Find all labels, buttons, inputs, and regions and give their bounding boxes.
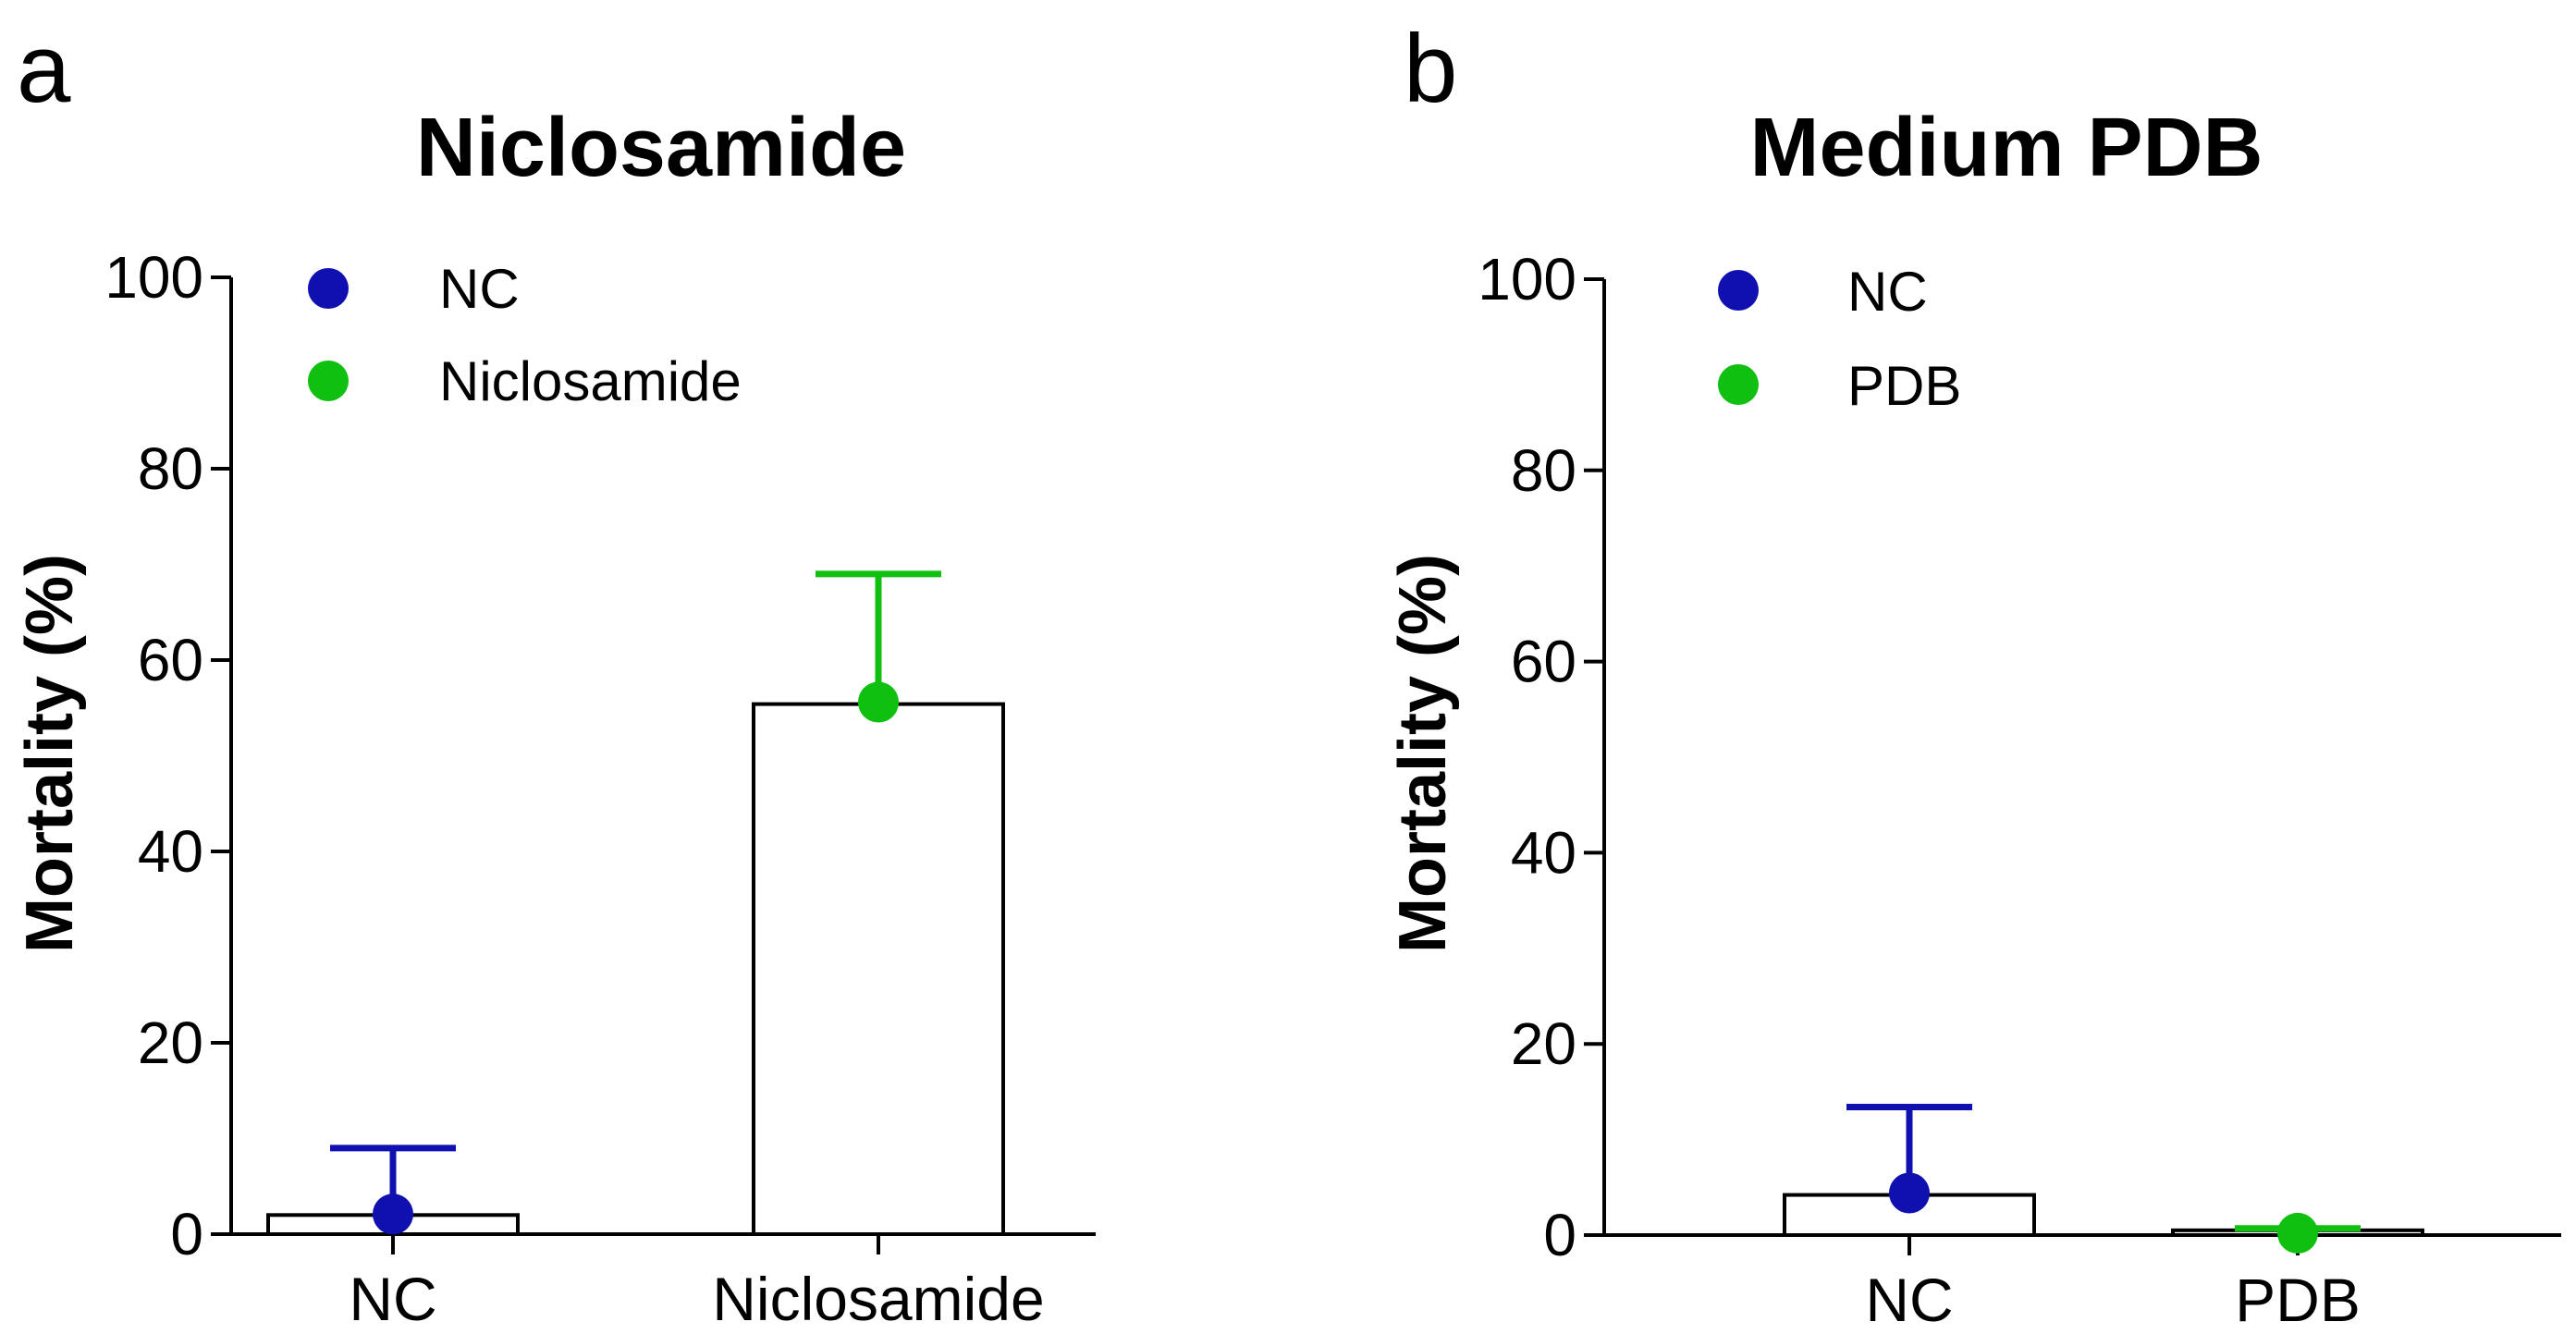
legend-marker-nc [308, 268, 349, 309]
x-tick-label: Niclosamide [712, 1265, 1044, 1333]
legend-marker-treatment [308, 361, 349, 401]
axes: 0 20 40 60 80 100 NC PDB [1478, 246, 2561, 1334]
y-tick-label: 20 [138, 1010, 203, 1076]
x-tick-label: PDB [2235, 1266, 2361, 1334]
legend-label-nc: NC [439, 258, 520, 320]
y-tick-label: 60 [138, 627, 203, 693]
y-tick-label: 0 [1543, 1202, 1576, 1268]
y-axis-label: Mortality (%) [1386, 554, 1460, 953]
legend-label-treatment: Niclosamide [439, 350, 742, 412]
legend-marker-nc [1718, 270, 1759, 311]
panel-b: b Medium PDB Mortality (%) 0 20 40 60 80 100 N… [1386, 15, 2561, 1334]
axes: 0 20 40 60 80 100 NC Niclosamide [104, 244, 1096, 1333]
legend: NC PDB [1718, 261, 1961, 417]
data-point [1889, 1172, 1930, 1214]
bars [266, 702, 1005, 1237]
y-tick-label: 60 [1511, 629, 1576, 695]
y-tick-label: 0 [170, 1201, 203, 1267]
y-tick-label: 100 [1478, 246, 1576, 312]
x-tick-label: NC [349, 1265, 436, 1333]
y-tick-label: 40 [1511, 819, 1576, 886]
legend: NC Niclosamide [308, 258, 742, 412]
data-point [858, 681, 899, 723]
bar [752, 702, 1005, 1236]
y-tick-label: 40 [138, 818, 203, 885]
y-axis-label: Mortality (%) [13, 554, 87, 953]
data-points [373, 681, 899, 1235]
legend-marker-treatment [1718, 364, 1759, 405]
chart-title: Niclosamide [416, 102, 906, 194]
panel-label: b [1404, 15, 1457, 123]
y-tick-label: 100 [104, 244, 203, 311]
panel-a: a Niclosamide Mortality (%) 0 20 40 60 80 100… [13, 15, 1096, 1333]
y-tick-label: 80 [138, 435, 203, 502]
panel-label: a [17, 15, 71, 123]
chart-title: Medium PDB [1749, 102, 2263, 194]
y-tick-label: 80 [1511, 437, 1576, 504]
legend-label-treatment: PDB [1847, 355, 1961, 417]
legend-label-nc: NC [1847, 261, 1928, 323]
data-point [2277, 1212, 2318, 1254]
y-tick-label: 20 [1511, 1010, 1576, 1077]
x-tick-label: NC [1865, 1266, 1953, 1334]
data-point [373, 1193, 413, 1235]
data-points [1889, 1172, 2318, 1254]
